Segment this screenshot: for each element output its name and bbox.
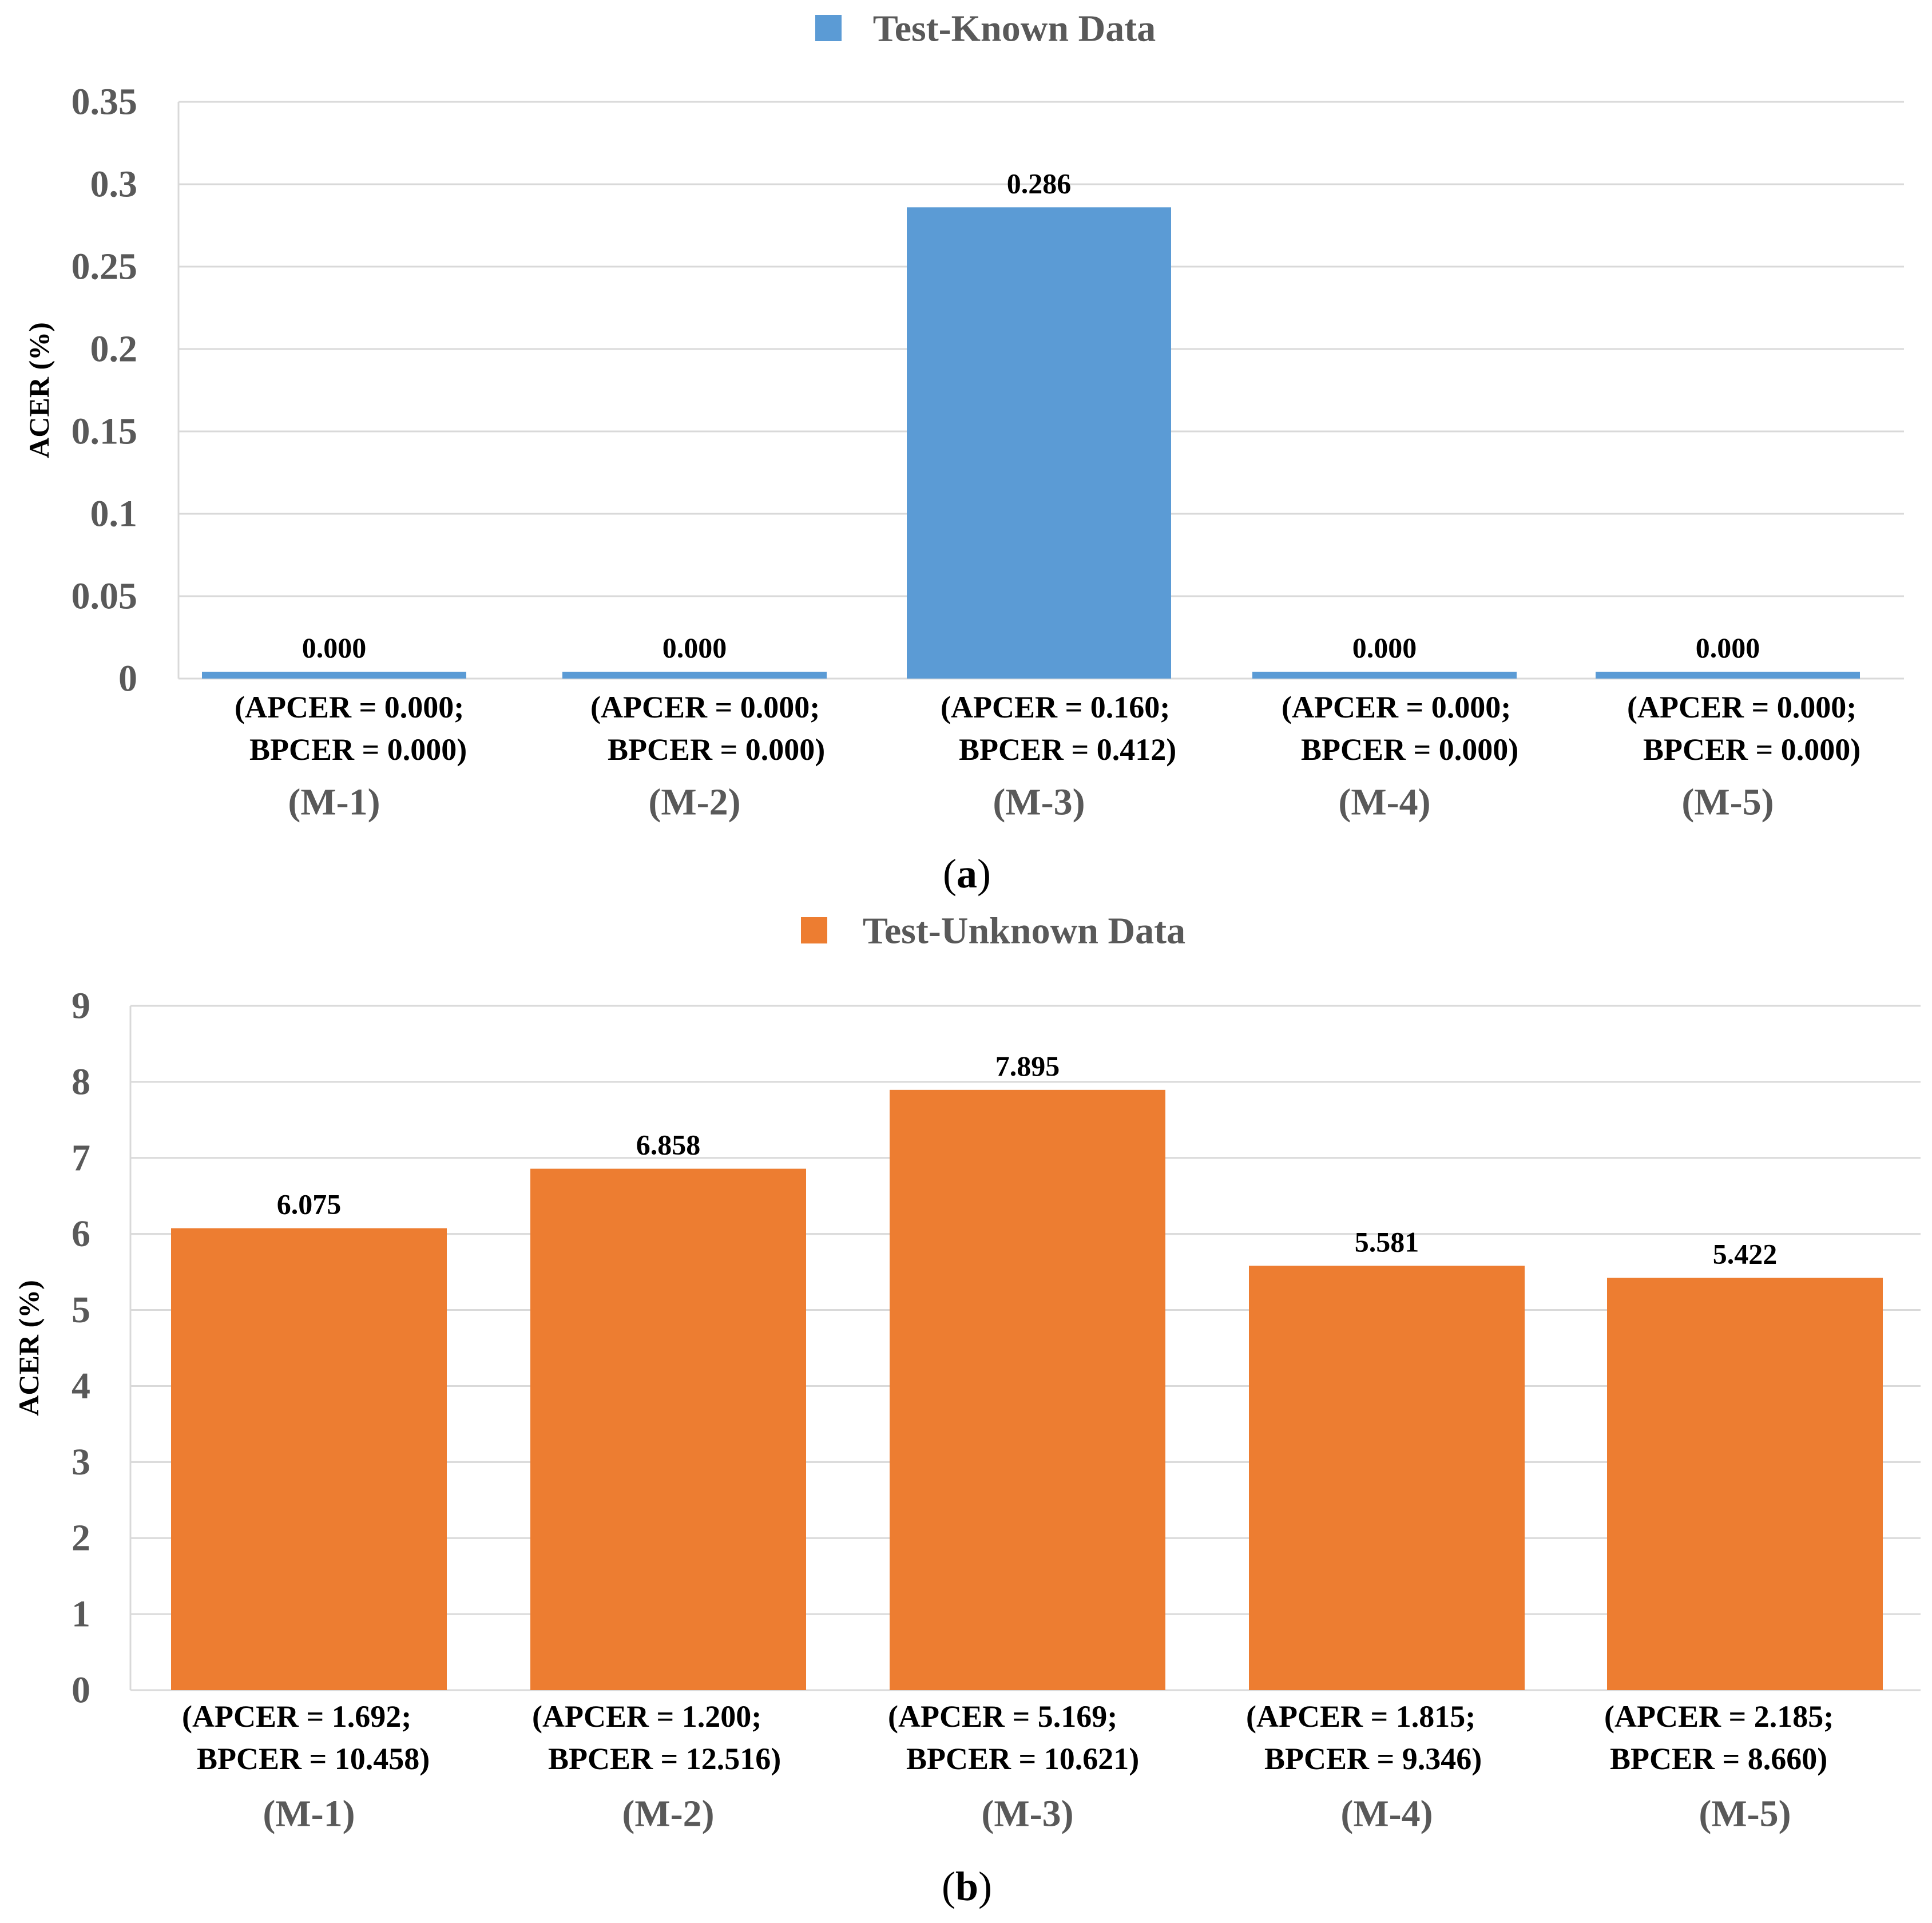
chart1-bar	[202, 672, 466, 679]
chart2-category-detail-line1: (APCER = 5.169;	[888, 1699, 1117, 1734]
chart2-y-tick-label: 5	[72, 1289, 90, 1331]
chart1-legend-swatch	[815, 15, 842, 41]
chart1-data-label: 0.286	[1007, 167, 1072, 199]
chart1-category-detail-line2: BPCER = 0.000)	[1301, 732, 1518, 767]
chart2-panel-paren-open: (	[942, 1863, 955, 1909]
chart1-category-detail-line2: BPCER = 0.000)	[1643, 732, 1860, 767]
chart2-category-detail-line1: (APCER = 2.185;	[1604, 1699, 1834, 1734]
chart1-y-tick-label: 0.05	[72, 576, 138, 617]
chart1-bar	[1252, 672, 1517, 679]
chart2-category-detail-line1: (APCER = 1.815;	[1246, 1699, 1475, 1734]
chart2-data-label: 5.422	[1713, 1238, 1778, 1270]
chart1-panel-paren-open: (	[943, 851, 957, 897]
chart2-y-tick-label: 3	[72, 1441, 90, 1483]
chart2-panel-paren-close: )	[978, 1863, 992, 1909]
chart1-data-label: 0.000	[662, 632, 727, 664]
chart1-category-detail-line1: (APCER = 0.000;	[1627, 690, 1856, 724]
chart2-category-detail-line2: BPCER = 10.621)	[906, 1742, 1139, 1776]
chart1-panel-paren-close: )	[977, 851, 991, 897]
chart1-y-tick-label: 0.15	[72, 411, 138, 453]
chart2-y-tick-label: 9	[72, 985, 90, 1027]
chart1-category-detail-line1: (APCER = 0.160;	[941, 690, 1170, 724]
chart2-y-tick-label: 2	[72, 1517, 90, 1559]
chart1-data-label: 0.000	[302, 632, 367, 664]
chart2-legend-swatch	[801, 917, 827, 943]
chart2-bar	[530, 1168, 806, 1690]
chart2-y-tick-label: 6	[72, 1213, 90, 1255]
chart2-category-detail-line1: (APCER = 1.200;	[532, 1699, 761, 1734]
chart1-y-tick-label: 0.35	[72, 81, 138, 123]
chart1-data-label: 0.000	[1352, 632, 1417, 664]
chart2-category-detail-line1: (APCER = 1.692;	[182, 1699, 411, 1734]
chart1-y-tick-label: 0	[118, 658, 137, 700]
chart2-category-detail-line2: BPCER = 8.660)	[1610, 1742, 1827, 1776]
chart1-bar	[562, 672, 827, 679]
chart2-category-label: (M-1)	[263, 1793, 355, 1835]
chart1-category-label: (M-5)	[1681, 782, 1774, 823]
chart1-category-detail-line2: BPCER = 0.412)	[959, 732, 1176, 767]
chart1-category-label: (M-4)	[1338, 782, 1430, 823]
chart2-y-tick-label: 1	[72, 1593, 90, 1635]
chart1-category-label: (M-3)	[993, 782, 1085, 823]
chart2-panel-label: (b)	[942, 1863, 992, 1909]
chart1-category-detail-line1: (APCER = 0.000;	[1282, 690, 1511, 724]
chart2-bar	[890, 1089, 1165, 1690]
chart2-panel-letter: b	[955, 1863, 978, 1909]
chart1-bar	[907, 207, 1171, 679]
chart2-y-tick-label: 7	[72, 1137, 90, 1179]
chart2-bar	[1249, 1266, 1525, 1690]
chart2-y-tick-label: 0	[72, 1670, 90, 1711]
chart1-category-label: (M-1)	[288, 782, 380, 823]
chart2-y-tick-label: 8	[72, 1061, 90, 1103]
chart1-category-label: (M-2)	[648, 782, 740, 823]
chart2-y-axis-label: ACER (%)	[13, 1280, 45, 1416]
chart1-y-tick-label: 0.2	[90, 328, 138, 370]
chart2-category-label: (M-4)	[1340, 1793, 1433, 1835]
chart2-legend-label: Test-Unknown Data	[863, 910, 1185, 952]
chart1-y-tick-label: 0.25	[72, 246, 138, 288]
chart2-category-label: (M-2)	[622, 1793, 714, 1835]
chart2-y-tick-label: 4	[72, 1365, 90, 1407]
chart2-category-label: (M-3)	[981, 1793, 1073, 1835]
chart2-category-detail-line2: BPCER = 9.346)	[1264, 1742, 1482, 1776]
chart2-data-label: 5.581	[1355, 1226, 1419, 1258]
chart2-bar	[171, 1228, 447, 1690]
chart1-category-detail-line2: BPCER = 0.000)	[249, 732, 467, 767]
chart1-y-tick-label: 0.3	[90, 164, 138, 205]
chart2-category-detail-line2: BPCER = 10.458)	[197, 1742, 430, 1776]
chart2-category-detail-line2: BPCER = 12.516)	[548, 1742, 781, 1776]
chart1-category-detail-line2: BPCER = 0.000)	[608, 732, 825, 767]
chart1-panel-letter: a	[957, 851, 977, 897]
chart2-data-label: 7.895	[995, 1050, 1060, 1082]
chart1-data-label: 0.000	[1696, 632, 1760, 664]
chart1-legend-label: Test-Known Data	[873, 8, 1156, 50]
chart1-y-axis-label: ACER (%)	[23, 322, 55, 458]
chart2-bar	[1607, 1278, 1883, 1690]
chart2-data-label: 6.858	[636, 1129, 701, 1161]
chart1-category-detail-line1: (APCER = 0.000;	[235, 690, 464, 724]
chart2-data-label: 6.075	[277, 1188, 342, 1220]
chart1-y-tick-label: 0.1	[90, 493, 138, 535]
chart1-bar	[1596, 672, 1860, 679]
chart1-panel-label: (a)	[943, 851, 991, 897]
chart1-category-detail-line1: (APCER = 0.000;	[590, 690, 820, 724]
chart2-category-label: (M-5)	[1699, 1793, 1791, 1835]
